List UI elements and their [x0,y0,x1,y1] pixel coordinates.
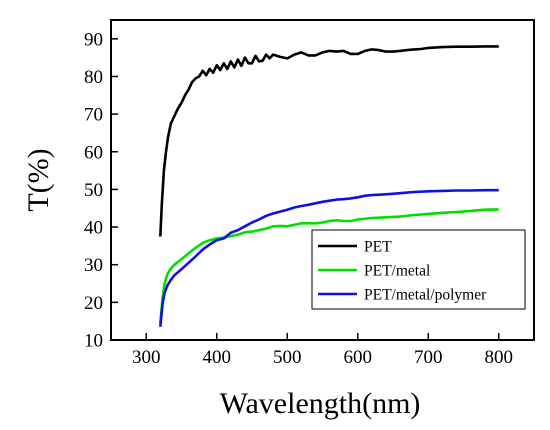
series-layer [159,45,499,327]
y-tick-label: 40 [84,218,103,239]
series-line-1 [159,208,499,324]
legend-label: PET/metal [364,263,430,280]
x-tick-label: 500 [273,347,302,368]
series-line-2 [159,188,499,327]
y-tick-label: 30 [84,255,103,276]
y-tick-label: 70 [84,105,103,126]
y-tick-label: 20 [84,293,103,314]
x-axis-title: Wavelength(nm) [220,387,421,420]
x-tick-label: 400 [203,347,232,368]
y-axis-title: T(%) [22,148,55,211]
x-tick-label: 800 [485,347,514,368]
x-tick-label: 600 [344,347,373,368]
x-tick-label: 300 [132,347,161,368]
y-tick-label: 90 [84,29,103,50]
x-axis-ticks: 300 400 500 600 700 800 [132,333,513,368]
y-tick-label: 50 [84,180,103,201]
legend-label: PET [364,239,392,256]
legend: PET PET/metal PET/metal/polymer [311,229,526,310]
y-axis-ticks: 10 20 30 40 50 60 70 80 90 [84,29,118,352]
y-tick-label: 80 [84,67,103,88]
y-tick-label: 60 [84,142,103,163]
legend-label: PET/metal/polymer [364,287,487,304]
x-tick-label: 700 [414,347,443,368]
series-line-0 [159,45,499,237]
y-tick-label: 10 [84,331,103,352]
plot-frame [110,19,535,341]
